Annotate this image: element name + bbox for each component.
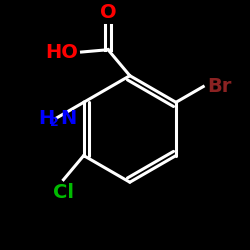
Text: Br: Br [207,77,231,96]
Text: HO: HO [45,42,78,62]
Text: H: H [38,108,54,128]
Text: N: N [60,108,76,128]
Text: 2: 2 [50,116,58,129]
Text: Cl: Cl [53,183,74,202]
Text: O: O [100,3,116,22]
